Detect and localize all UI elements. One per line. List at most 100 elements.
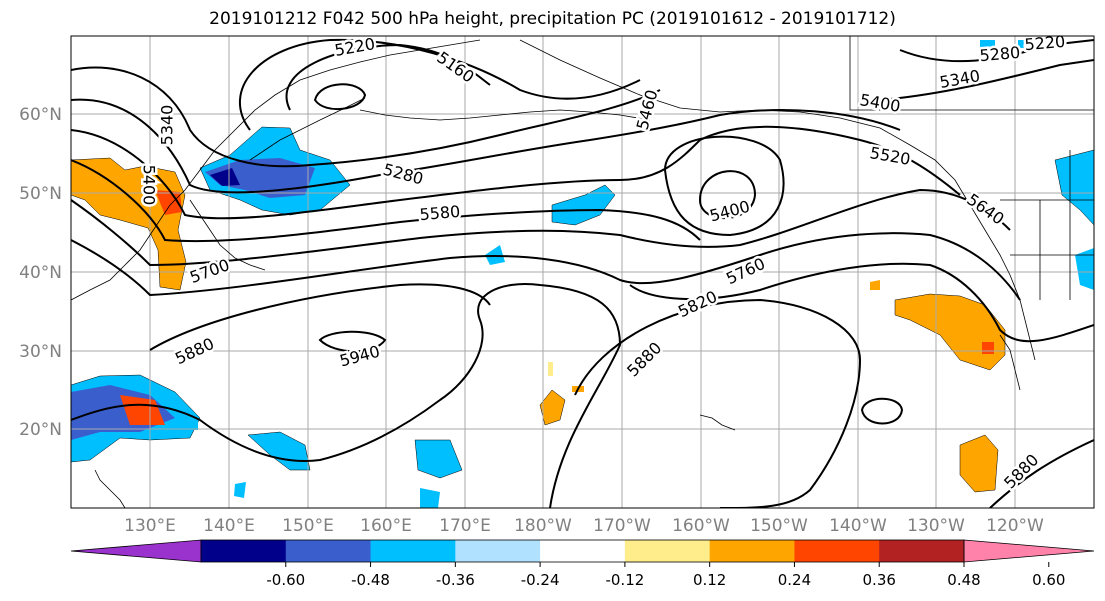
border-states	[1000, 150, 1094, 300]
colorbar-tick-label: 0.60	[1032, 571, 1065, 589]
colorbar-bin	[794, 540, 880, 562]
contour-label: 5220	[333, 34, 376, 60]
contour-label: 5400	[140, 165, 159, 206]
lon-label: 160°E	[360, 516, 412, 536]
contour-line	[71, 159, 701, 243]
coastline-japan	[189, 199, 266, 271]
contour-line	[860, 397, 904, 425]
colorbar-tick-label: -0.60	[266, 571, 305, 589]
coastline-aleutians	[359, 109, 651, 121]
lon-label: 140°E	[203, 516, 255, 536]
contour-line	[899, 39, 1094, 63]
contour-label-halo: 5340	[158, 105, 177, 146]
contour-label-halo: 5400	[140, 165, 159, 206]
lon-label: 170°W	[593, 516, 651, 536]
colorbar: -0.60 -0.48 -0.36 -0.24 -0.12 0.12 0.24 0.36 0.4…	[70, 539, 1095, 589]
contour-line	[71, 232, 1021, 301]
precip-anomaly-positive	[959, 434, 999, 493]
contour-label: 5400	[858, 90, 901, 116]
precip-anomaly-positive	[548, 362, 553, 376]
precip-anomaly-negative	[247, 431, 311, 471]
colorbar-tick-label: 0.12	[693, 571, 726, 589]
coastline-hawaii	[699, 414, 736, 431]
border-canada-us	[849, 36, 1094, 111]
contour-label: 5880	[623, 338, 665, 380]
lat-label: 50°N	[19, 184, 62, 204]
coastline-alaska	[519, 39, 1036, 361]
colorbar-bin	[709, 540, 795, 562]
contour-label: 5700	[187, 255, 232, 287]
contour-label: 5820	[675, 287, 720, 321]
precip-anomaly-positive	[539, 389, 566, 426]
contour-line	[71, 188, 1011, 267]
contour-label-halo: 5280	[979, 43, 1021, 65]
precip-anomaly-negative	[1018, 40, 1032, 48]
colorbar-extend-low	[70, 539, 202, 563]
contour-label: 5580	[419, 202, 461, 224]
coastlines	[71, 36, 1094, 508]
height-contours	[71, 38, 1094, 508]
latitude-labels: 60°N 50°N 40°N 30°N 20°N	[19, 105, 62, 440]
colorbar-bin	[370, 540, 456, 562]
contour-label: 5340	[938, 66, 981, 92]
precip-anomaly-positive	[120, 395, 165, 425]
lon-label: 160°W	[672, 516, 730, 536]
precip-anomaly-negative	[205, 158, 315, 198]
colorbar-tick-label: -0.36	[436, 571, 475, 589]
colorbar-bin	[201, 540, 287, 562]
precip-anomaly-positive	[870, 280, 880, 290]
precip-anomaly-negative	[1075, 248, 1094, 290]
contour-line	[698, 170, 757, 220]
precip-anomaly-negative	[234, 482, 246, 498]
contour-label: 5220	[1024, 32, 1066, 54]
lon-label: 130°E	[124, 516, 176, 536]
contour-line	[318, 330, 387, 353]
contour-line	[71, 125, 961, 220]
colorbar-tick-label: 0.24	[778, 571, 811, 589]
contour-line	[879, 59, 1094, 101]
map-frame	[70, 35, 1095, 509]
contour-line	[71, 66, 661, 168]
coastline-baja	[999, 334, 1021, 391]
contour-line	[989, 439, 1094, 508]
lon-label: 170°E	[439, 516, 491, 536]
colorbar-bin	[540, 540, 626, 562]
lon-label: 150°W	[750, 516, 808, 536]
contour-label: 5460	[633, 88, 662, 132]
colorbar-tick-label: -0.24	[521, 571, 560, 589]
colorbar-frame	[200, 539, 965, 563]
precip-anomaly-positive	[894, 293, 1006, 371]
contour-line	[629, 262, 1094, 343]
precip-anomaly-negative	[414, 439, 463, 479]
precip-anomaly-positive	[155, 190, 182, 215]
graticule	[71, 36, 1094, 508]
precip-anomaly-negative	[210, 168, 240, 186]
lat-label: 40°N	[19, 263, 62, 283]
coastline-philippines	[94, 469, 126, 508]
contour-line	[313, 83, 367, 111]
lon-label: 150°E	[282, 516, 334, 536]
precip-anomaly-negative	[71, 385, 175, 440]
lon-label: 120°W	[986, 516, 1044, 536]
coastline-asia	[71, 39, 481, 301]
contour-label: 5280	[979, 43, 1021, 65]
precip-anomaly-negative	[551, 184, 616, 226]
contour-line	[71, 283, 622, 508]
contour-line	[663, 135, 785, 237]
lat-label: 60°N	[19, 105, 62, 125]
contour-label: 5280	[381, 160, 425, 189]
contour-line	[149, 283, 491, 351]
lat-label: 30°N	[19, 342, 62, 362]
colorbar-extend-high	[963, 539, 1095, 563]
contour-label: 5940	[338, 342, 382, 371]
contour-label: 5520	[868, 143, 911, 169]
precip-anomaly-positive	[982, 342, 994, 354]
precip-anomaly-negative	[485, 245, 505, 265]
colorbar-tick-label: 0.36	[863, 571, 896, 589]
colorbar-tick-label: 0.48	[947, 571, 980, 589]
precip-anomaly-negative	[420, 488, 440, 508]
contour-line	[238, 38, 641, 131]
colorbar-tick-label: -0.48	[351, 571, 390, 589]
